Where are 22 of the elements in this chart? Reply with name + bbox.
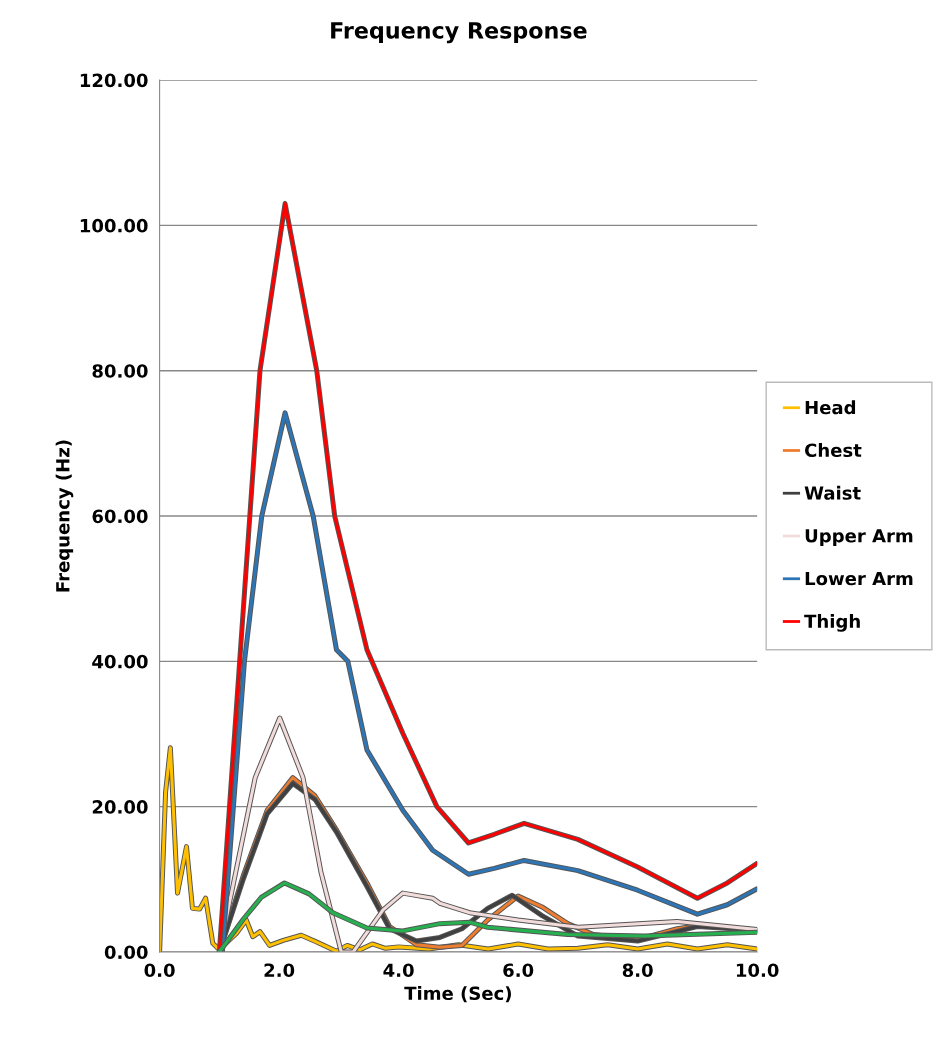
legend-label: Chest <box>804 443 862 458</box>
y-tick-label: 100.00 <box>80 218 148 233</box>
chart-title: Frequency Response <box>331 22 587 44</box>
legend-label: Waist <box>804 485 861 500</box>
x-tick-label: 0.0 <box>144 963 175 978</box>
x-tick-label: 4.0 <box>383 963 414 978</box>
y-tick-label: 0.00 <box>104 945 148 960</box>
y-tick-label: 60.00 <box>92 509 148 524</box>
x-tick-label: 8.0 <box>622 963 653 978</box>
y-tick-label: 40.00 <box>92 654 148 669</box>
y-tick-label: 120.00 <box>80 73 148 88</box>
y-axis-title: Frequency (Hz) <box>55 440 74 592</box>
y-tick-label: 80.00 <box>92 364 148 378</box>
legend-label: Upper Arm <box>805 529 913 547</box>
legend-label: Lower Arm <box>805 571 913 586</box>
x-tick-label: 6.0 <box>503 963 534 978</box>
legend-label: Thigh <box>804 614 860 632</box>
x-axis-title: Time (Sec) <box>404 986 511 1003</box>
y-tick-label: 20.00 <box>92 800 148 814</box>
legend-label: Head <box>805 400 856 415</box>
x-tick-label: 10.0 <box>736 963 779 978</box>
x-tick-label: 2.0 <box>264 963 295 978</box>
